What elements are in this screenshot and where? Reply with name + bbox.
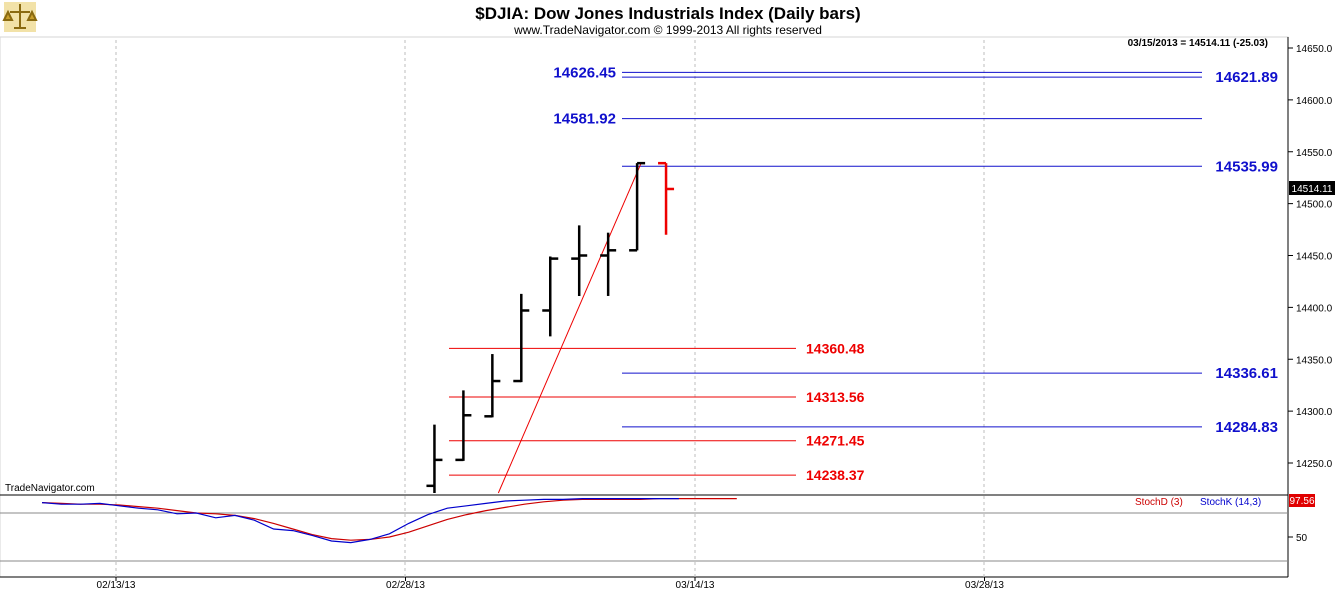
price-readout: 03/15/2013 = 14514.11 (-25.03) (1128, 38, 1268, 49)
price-tick-label: 14400.0 (1296, 303, 1333, 314)
trendline-layer (497, 162, 642, 494)
price-tick-label: 14300.0 (1296, 407, 1333, 418)
price-tick-label: 14600.0 (1296, 96, 1333, 107)
ohlc-bar (571, 225, 588, 296)
price-axis: 14250.0 14300.0 14350.0 14400.0 14450.0 14500… (1288, 44, 1333, 470)
blue-level-label: 14535.99 (1215, 158, 1278, 175)
ohlc-bar (600, 232, 617, 296)
price-tick-label: 14250.0 (1296, 459, 1333, 470)
stoch-tick-50: 50 (1296, 533, 1308, 544)
blue-level-label: 14336.61 (1215, 365, 1278, 382)
ohlc-bar (542, 256, 559, 337)
red-level-label: 14360.48 (806, 340, 865, 356)
ohlc-bar (513, 293, 530, 383)
price-tick-label: 14550.0 (1296, 148, 1333, 159)
price-bars (426, 161, 675, 493)
stochk-line (41, 498, 679, 544)
legend-stochk: StochK (14,3) (1200, 497, 1261, 508)
stoch-value-badge (1289, 494, 1315, 507)
blue-level-label: 14626.45 (553, 64, 616, 81)
stoch-value-label: 97.56 (1289, 496, 1314, 507)
date-tick-label: 02/28/13 (386, 580, 425, 591)
trendline (497, 162, 642, 494)
stochastic-panel (41, 498, 737, 544)
last-price-label: 14514.11 (1292, 184, 1333, 195)
ohlc-bar (629, 161, 646, 252)
legend-stochd: StochD (3) (1135, 497, 1183, 508)
price-tick-label: 14650.0 (1296, 44, 1333, 55)
chart-title: $DJIA: Dow Jones Industrials Index (Dail… (475, 4, 860, 23)
blue-level-label: 14621.89 (1215, 69, 1278, 86)
blue-level-label: 14581.92 (553, 111, 616, 128)
ohlc-bar (484, 354, 501, 418)
ohlc-bar (455, 390, 472, 462)
price-tick-label: 14350.0 (1296, 355, 1333, 366)
red-level-label: 14271.45 (806, 433, 865, 449)
red-level-label: 14313.56 (806, 389, 865, 405)
price-tick-label: 14500.0 (1296, 200, 1333, 211)
fib-levels: 14626.45 14621.89 14581.92 14535.99 14336.61… (449, 64, 1278, 483)
price-tick-label: 14450.0 (1296, 252, 1333, 263)
ohlc-bar (426, 424, 443, 493)
date-tick-label: 03/14/13 (676, 580, 715, 591)
chart-subtitle: www.TradeNavigator.com © 1999-2013 All r… (513, 23, 822, 37)
blue-level-label: 14284.83 (1215, 419, 1278, 436)
last-price-badge (1289, 181, 1335, 195)
date-tick-label: 03/28/13 (965, 580, 1004, 591)
stochd-line (41, 498, 737, 541)
trade-navigator-logo-icon (2, 2, 38, 32)
watermark: TradeNavigator.com (5, 483, 95, 494)
red-level-label: 14238.37 (806, 467, 865, 483)
ohlc-bar (658, 161, 675, 235)
date-axis: 02/13/13 02/28/13 03/14/13 03/28/13 (97, 577, 1004, 591)
date-tick-label: 02/13/13 (97, 580, 136, 591)
